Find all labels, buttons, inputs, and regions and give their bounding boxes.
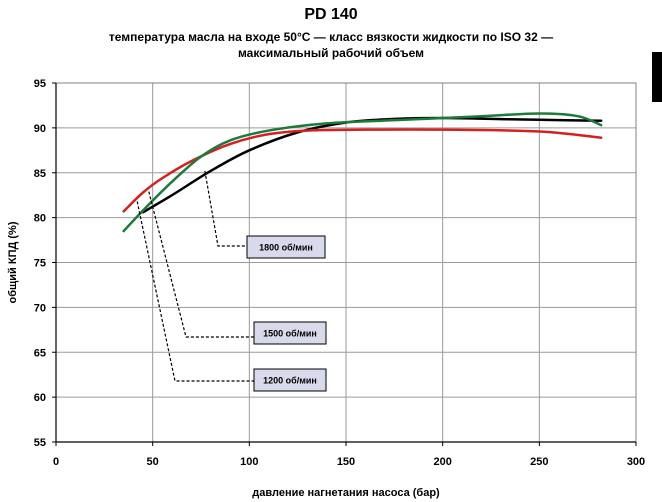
x-tick-label: 150: [337, 456, 355, 468]
axes: [52, 82, 637, 446]
y-tick-label: 60: [34, 392, 46, 404]
series-lines: [122, 112, 603, 233]
y-tick-label: 70: [34, 302, 46, 314]
label-box-2: [253, 368, 327, 392]
x-tick-label: 250: [530, 456, 548, 468]
y-tick-label: 65: [34, 347, 46, 359]
y-axis-label: общий КПД (%): [7, 221, 19, 303]
series-label-1: 1500 об/мин: [263, 329, 317, 339]
x-tick-label: 50: [147, 456, 159, 468]
annotations: 1800 об/мин 1500 об/мин 1200 об/мин: [136, 170, 327, 392]
chart-subtitle-line1: температура масла на входе 50°C — класс …: [108, 30, 554, 44]
x-tick-label: 300: [627, 456, 645, 468]
series-line-1: [122, 128, 603, 213]
series-label-0: 1800 об/мин: [259, 243, 313, 253]
x-tick-label: 0: [53, 456, 59, 468]
label-box-0: [246, 235, 326, 259]
edge-bar: [652, 52, 662, 102]
y-tick-label: 80: [34, 213, 46, 225]
tick-labels: 0 50 100 150 200 250 300 55 60 65 70 75 80 85 90 95: [34, 78, 645, 468]
y-tick-label: 90: [34, 123, 46, 135]
chart-subtitle-line2: максимальный рабочий объем: [237, 46, 425, 60]
y-tick-label: 95: [34, 78, 46, 90]
series-line-2: [122, 112, 603, 233]
y-tick-label: 75: [34, 258, 46, 270]
chart-title: PD 140: [304, 6, 358, 23]
y-tick-label: 85: [34, 168, 46, 180]
leader-line-1: [148, 191, 254, 338]
label-box-1: [253, 321, 327, 345]
x-tick-label: 100: [240, 456, 258, 468]
leader-line-0: [204, 170, 247, 247]
x-axis-label: давление нагнетания насоса (бар): [252, 487, 440, 499]
y-tick-label: 55: [34, 437, 46, 449]
x-tick-label: 200: [433, 456, 451, 468]
series-label-2: 1200 об/мин: [263, 376, 317, 386]
leader-line-2: [136, 201, 254, 382]
